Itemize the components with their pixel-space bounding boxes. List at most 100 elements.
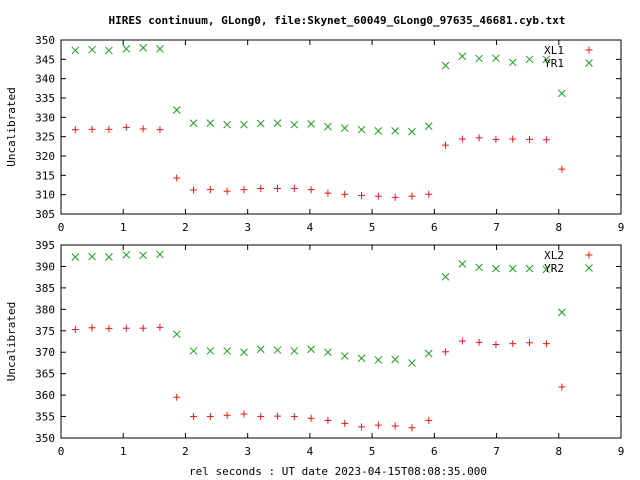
data-point-xl2 xyxy=(223,411,231,419)
x-tick-label: 4 xyxy=(307,445,314,458)
data-point-yr1 xyxy=(525,55,534,64)
y-tick-label: 335 xyxy=(35,92,55,105)
data-point-xl2 xyxy=(425,416,433,424)
data-point-yr1 xyxy=(172,106,181,114)
y-tick-label: 375 xyxy=(35,325,55,338)
data-point-xl1 xyxy=(206,186,214,194)
data-point-yr1 xyxy=(88,45,96,54)
data-point-xl2 xyxy=(206,413,214,421)
data-point-xl1 xyxy=(391,193,399,201)
data-point-yr2-d2 xyxy=(71,253,80,261)
data-point-xl2 xyxy=(458,337,466,345)
data-point-yr1 xyxy=(374,127,383,135)
data-point-yr1-d2 xyxy=(172,106,181,114)
data-point-yr1-d2 xyxy=(508,58,517,67)
y-tick-label: 325 xyxy=(35,131,55,144)
data-point-xl1 xyxy=(88,125,96,133)
data-point-xl1 xyxy=(408,192,416,200)
data-point-xl2 xyxy=(173,393,181,401)
data-point-yr1-d2 xyxy=(357,125,366,134)
top-panel: 0 1 2 3 4 5 6 7 8 9305310315320325330335340345350… xyxy=(5,34,624,234)
data-point-xl2 xyxy=(307,414,315,422)
legend-label-yr1: YR1 xyxy=(544,57,564,70)
data-point-xl2 xyxy=(139,324,147,332)
y-tick-label: 390 xyxy=(35,260,55,273)
data-point-yr1-d2 xyxy=(105,46,113,55)
x-tick-label: 2 xyxy=(182,221,189,234)
y-tick-label: 360 xyxy=(35,389,55,402)
data-point-yr1-d2 xyxy=(340,124,349,133)
y-tick-label: 365 xyxy=(35,368,55,381)
y-axis-label: Uncalibrated xyxy=(5,87,18,166)
data-point-yr2 xyxy=(492,264,500,273)
data-point-xl1 xyxy=(274,184,282,192)
y-tick-label: 355 xyxy=(35,411,55,424)
data-point-xl2 xyxy=(122,324,130,332)
data-point-yr1 xyxy=(542,55,551,64)
data-point-xl1 xyxy=(475,134,483,142)
data-point-yr1-d2 xyxy=(475,54,483,63)
data-point-yr1 xyxy=(273,119,282,127)
data-point-yr2 xyxy=(458,260,467,268)
data-point-yr2 xyxy=(290,347,299,355)
data-point-yr2 xyxy=(508,264,517,273)
legend-marker-yr2 xyxy=(585,264,593,272)
data-point-xl2 xyxy=(156,323,164,331)
y-tick-label: 330 xyxy=(35,111,55,124)
data-point-xl2 xyxy=(408,424,416,432)
data-point-yr1 xyxy=(340,124,349,133)
data-point-yr1-d2 xyxy=(307,120,315,128)
data-point-yr2-d2 xyxy=(558,308,566,317)
data-point-xl1 xyxy=(240,186,248,194)
x-tick-label: 3 xyxy=(244,445,251,458)
data-point-yr2-d2 xyxy=(324,348,332,357)
data-point-xl2 xyxy=(88,324,96,332)
data-point-yr2-d2 xyxy=(357,354,366,363)
data-point-yr2-d2 xyxy=(139,251,147,260)
data-point-yr2-d2 xyxy=(458,260,467,268)
x-tick-label: 3 xyxy=(244,221,251,234)
plot-frame xyxy=(60,244,622,439)
x-tick-label: 8 xyxy=(555,445,562,458)
data-point-yr2-d2 xyxy=(441,272,450,281)
data-point-xl2 xyxy=(526,339,534,347)
legend-marker-xl2 xyxy=(585,251,593,259)
y-tick-label: 385 xyxy=(35,282,55,295)
data-point-yr2 xyxy=(122,251,131,259)
data-point-yr2 xyxy=(273,346,282,354)
data-point-yr1-d2 xyxy=(492,54,500,63)
data-point-yr1-d2 xyxy=(324,122,332,131)
x-tick-label: 6 xyxy=(431,221,438,234)
data-point-yr2-d2 xyxy=(240,348,248,357)
y-tick-label: 320 xyxy=(35,150,55,163)
data-point-yr2 xyxy=(558,308,566,317)
data-point-yr2 xyxy=(189,347,198,355)
legend-label-xl2: XL2 xyxy=(544,249,564,262)
data-point-yr1 xyxy=(558,89,566,98)
data-point-yr1 xyxy=(71,46,80,55)
data-point-xl1 xyxy=(492,135,500,143)
data-point-xl1 xyxy=(223,187,231,195)
data-point-yr2-d2 xyxy=(172,330,181,339)
data-point-yr1 xyxy=(492,54,500,63)
data-point-yr1 xyxy=(156,45,164,53)
data-point-yr2 xyxy=(340,352,349,360)
data-point-yr1-d2 xyxy=(139,43,147,52)
data-point-xl2 xyxy=(71,325,79,333)
data-point-xl1 xyxy=(526,135,534,143)
data-point-xl2 xyxy=(105,325,113,333)
data-point-yr1-d2 xyxy=(391,127,399,135)
y-tick-label: 340 xyxy=(35,73,55,86)
data-point-yr2 xyxy=(223,347,231,355)
data-point-yr2-d2 xyxy=(307,345,315,354)
chart-title: HIRES continuum, GLong0, file:Skynet_600… xyxy=(109,14,566,27)
data-point-xl1 xyxy=(156,126,164,134)
data-point-yr2 xyxy=(139,251,147,260)
data-point-xl1 xyxy=(257,184,265,192)
data-point-yr1-d2 xyxy=(256,119,265,128)
data-point-xl2 xyxy=(257,413,265,421)
data-point-yr1 xyxy=(408,127,416,136)
data-point-yr1-d2 xyxy=(71,46,80,55)
data-point-xl1 xyxy=(122,123,130,131)
